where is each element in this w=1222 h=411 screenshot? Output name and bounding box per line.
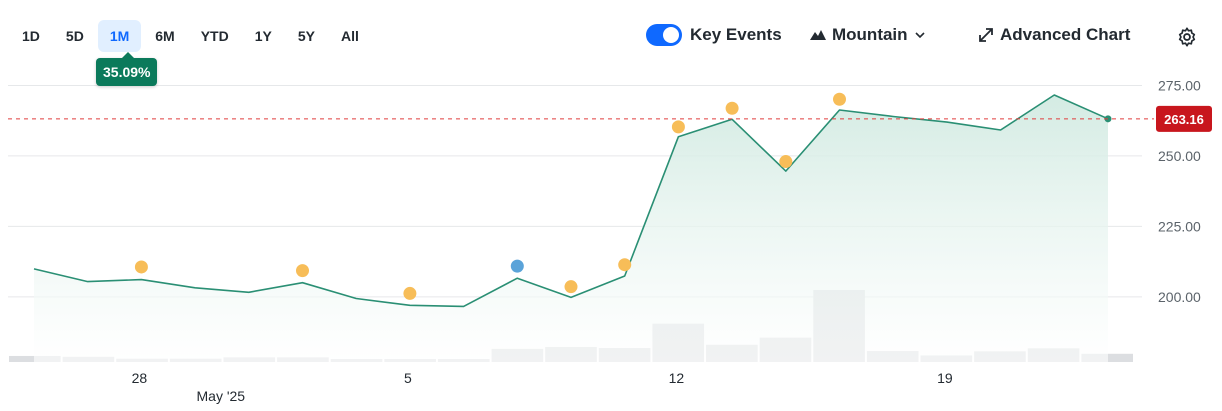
range-tab-6m[interactable]: 6M	[155, 28, 175, 44]
price-chart[interactable]: 263.16 200.00 225.00 250.00 275.00 28 5 12 19 Ma…	[0, 60, 1222, 411]
price-area-fill	[34, 95, 1108, 362]
key-events-label: Key Events	[690, 25, 782, 44]
y-tick-label: 225.00	[1158, 218, 1201, 234]
key-event-dot	[725, 101, 739, 115]
chart-toolbar: 1D 5D 1M 6M YTD 1Y 5Y All Key Events Mou…	[0, 0, 1222, 72]
key-events-toggle[interactable]: Key Events	[646, 24, 782, 46]
x-tick-label: 19	[937, 370, 953, 386]
range-tab-ytd[interactable]: YTD	[200, 28, 229, 44]
range-tab-1y[interactable]: 1Y	[254, 28, 272, 44]
range-tab-5d[interactable]: 5D	[65, 28, 84, 44]
y-tick-label: 275.00	[1158, 77, 1201, 93]
chart-type-dropdown[interactable]: Mountain	[810, 25, 926, 45]
range-tab-1d[interactable]: 1D	[22, 28, 40, 44]
key-event-dot	[779, 155, 793, 169]
range-tab-1m[interactable]: 1M	[97, 20, 142, 52]
range-tab-5y[interactable]: 5Y	[297, 28, 315, 44]
key-event-dot	[403, 286, 417, 300]
current-price-badge	[1156, 105, 1212, 132]
settings-gear-icon[interactable]	[1176, 26, 1198, 48]
x-month-label: May '25	[197, 388, 246, 404]
x-tick-label: 28	[132, 370, 148, 386]
key-event-dot	[671, 120, 685, 134]
price-line	[33, 94, 1109, 308]
range-tabs: 1D 5D 1M 6M YTD 1Y 5Y All	[10, 20, 371, 52]
range-tab-all[interactable]: All	[340, 28, 359, 44]
key-event-dot	[833, 92, 846, 106]
x-tick-label: 5	[404, 370, 412, 386]
y-tick-label: 250.00	[1158, 148, 1201, 164]
key-event-dot	[510, 259, 524, 273]
key-event-dot	[296, 264, 309, 278]
mountain-icon	[810, 30, 826, 40]
toggle-switch[interactable]	[646, 24, 682, 46]
x-tick-label: 12	[669, 370, 685, 386]
price-chart-svg: 263.16 200.00 225.00 250.00 275.00 28 5 12 19 Ma…	[8, 77, 1212, 404]
current-price-label: 263.16	[1164, 112, 1204, 127]
chevron-down-icon	[914, 32, 925, 39]
advanced-chart-button[interactable]: Advanced Chart	[978, 25, 1130, 45]
expand-icon	[979, 28, 993, 42]
key-event-dot	[134, 260, 148, 274]
key-event-dot	[564, 280, 578, 294]
y-tick-label: 200.00	[1158, 289, 1201, 305]
chart-type-label: Mountain	[832, 25, 908, 44]
key-event-dot	[618, 258, 632, 272]
advanced-chart-label: Advanced Chart	[1000, 25, 1131, 44]
range-change-badge: 35.09%	[96, 52, 158, 86]
